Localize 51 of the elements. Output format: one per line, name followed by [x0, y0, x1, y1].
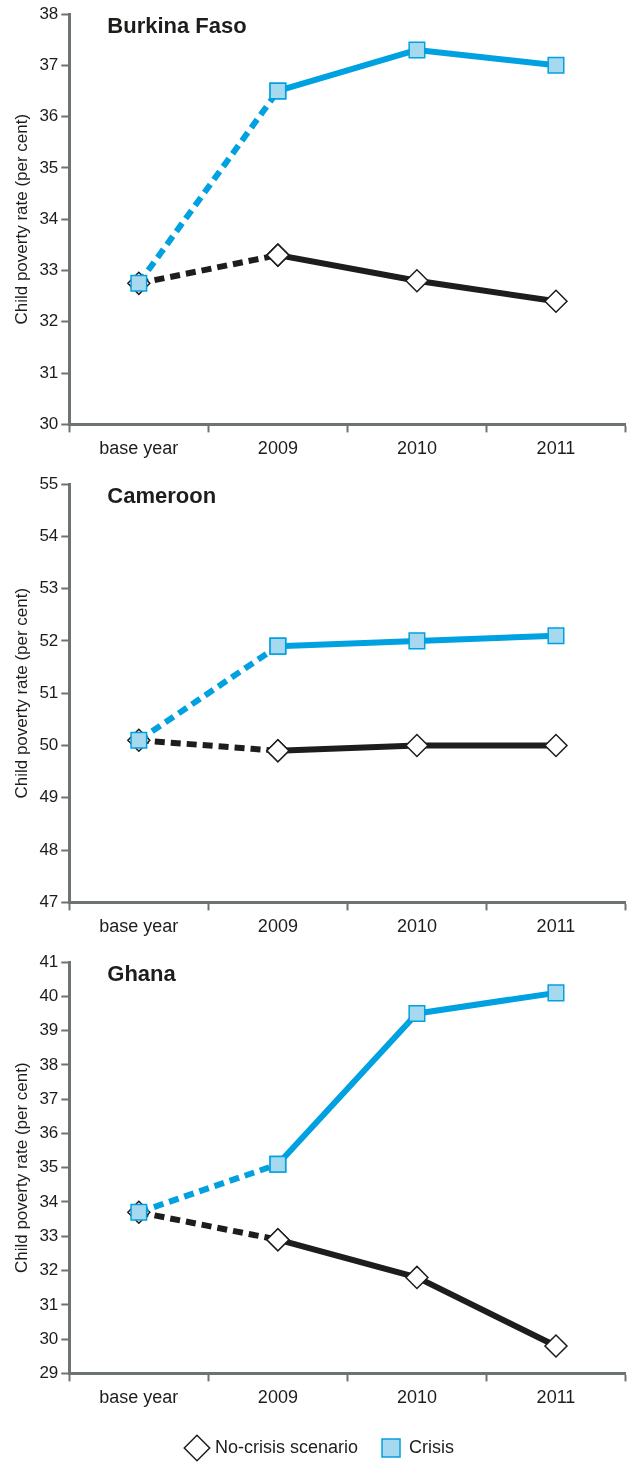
- y-tick-label: 38: [39, 1054, 59, 1074]
- y-axis-title: Child poverty rate (per cent): [11, 113, 31, 325]
- x-tick-label: 2010: [396, 1387, 437, 1408]
- y-tick-label: 53: [39, 578, 59, 598]
- x-tick-label: 2010: [396, 916, 437, 937]
- y-tick-label: 32: [39, 1260, 59, 1280]
- x-tick-label: 2009: [257, 438, 298, 459]
- y-tick-label: 51: [39, 682, 59, 702]
- legend-label: Crisis: [409, 1436, 455, 1457]
- y-tick-label: 30: [39, 414, 59, 434]
- legend-label: No-crisis scenario: [214, 1436, 359, 1457]
- y-tick-label: 50: [39, 735, 59, 755]
- x-tick-label: 2011: [536, 438, 576, 459]
- x-tick-label: 2009: [257, 1387, 298, 1408]
- y-tick-label: 34: [39, 1191, 59, 1211]
- y-tick-label: 37: [39, 1088, 59, 1108]
- chart-title: Cameroon: [107, 483, 217, 509]
- y-tick-label: 32: [39, 311, 59, 331]
- y-tick-label: 29: [39, 1363, 59, 1383]
- y-axis-title: Child poverty rate (per cent): [11, 587, 31, 799]
- x-tick-label: 2009: [257, 916, 298, 937]
- y-tick-label: 52: [39, 630, 59, 650]
- y-tick-label: 30: [39, 1328, 59, 1348]
- y-tick-label: 54: [39, 525, 59, 545]
- y-tick-label: 49: [39, 787, 59, 807]
- x-tick-label: 2011: [536, 916, 576, 937]
- x-tick-label: base year: [99, 916, 179, 937]
- y-tick-label: 40: [39, 985, 59, 1005]
- y-tick-label: 48: [39, 839, 59, 859]
- y-tick-label: 31: [39, 362, 59, 382]
- y-tick-label: 47: [39, 892, 59, 912]
- y-tick-label: 34: [39, 208, 59, 228]
- y-axis-title: Child poverty rate (per cent): [11, 1062, 31, 1274]
- y-tick-label: 37: [39, 54, 59, 74]
- y-tick-label: 33: [39, 260, 59, 280]
- x-tick-label: base year: [99, 438, 179, 459]
- y-tick-label: 55: [39, 473, 59, 493]
- chart-title: Ghana: [107, 961, 177, 987]
- y-tick-label: 36: [39, 1123, 59, 1143]
- y-tick-label: 35: [39, 157, 59, 177]
- y-tick-label: 31: [39, 1294, 59, 1314]
- y-tick-label: 41: [39, 951, 59, 971]
- y-tick-label: 36: [39, 106, 59, 126]
- y-tick-label: 38: [39, 3, 59, 23]
- y-tick-label: 33: [39, 1225, 59, 1245]
- y-tick-label: 35: [39, 1157, 59, 1177]
- x-tick-label: 2010: [396, 438, 437, 459]
- y-tick-label: 39: [39, 1020, 59, 1040]
- chart-title: Burkina Faso: [107, 13, 247, 39]
- x-tick-label: 2011: [536, 1387, 576, 1408]
- x-tick-label: base year: [99, 1387, 179, 1408]
